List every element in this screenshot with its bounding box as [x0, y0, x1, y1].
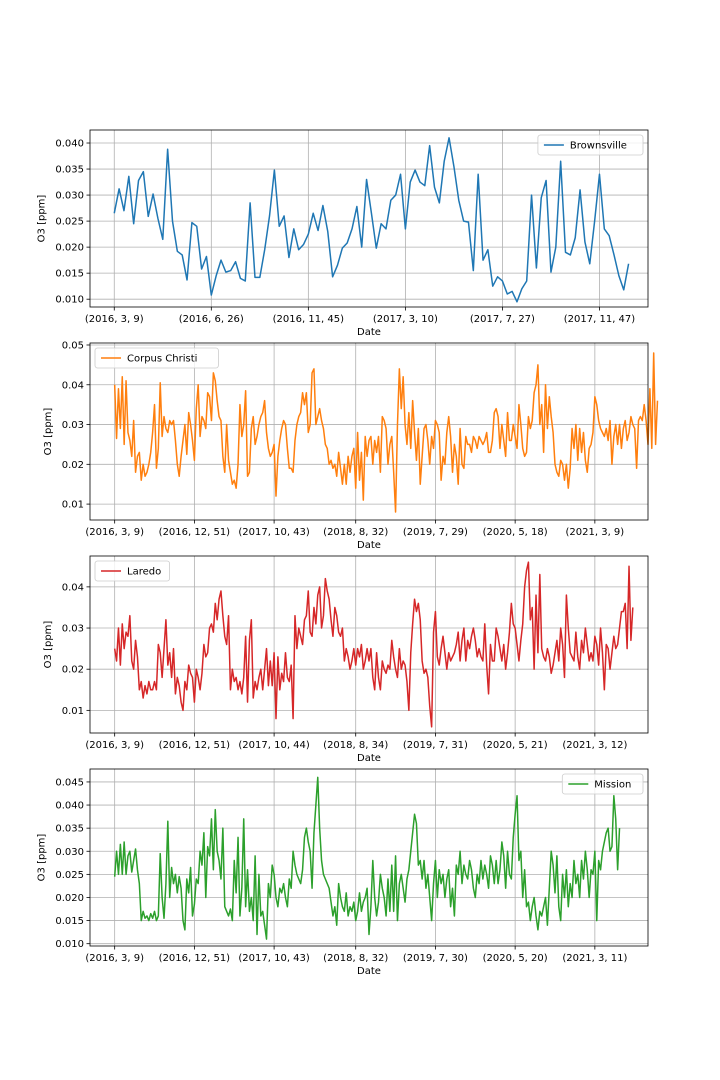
y-tick-label: 0.030 [55, 191, 84, 202]
x-tick-label: (2016, 3, 9) [85, 527, 144, 538]
y-tick-label: 0.020 [55, 893, 84, 904]
legend-label: Mission [594, 780, 631, 791]
x-tick-label: (2020, 5, 21) [483, 740, 548, 751]
x-tick-label: (2016, 12, 51) [159, 953, 231, 964]
series-line-corpus-christi [113, 352, 659, 513]
x-tick-label: (2017, 10, 43) [238, 527, 310, 538]
x-tick-label: (2017, 10, 44) [238, 740, 310, 751]
y-tick-label: 0.03 [62, 624, 84, 635]
x-tick-label: (2021, 3, 9) [566, 527, 625, 538]
y-tick-label: 0.025 [55, 217, 84, 228]
y-axis-label: O3 [ppm] [37, 195, 48, 243]
x-tick-label: (2019, 7, 31) [403, 740, 468, 751]
chart-panel-2: (2016, 3, 9) (2016, 12, 51) (2017, 10, 43)… [43, 340, 659, 551]
y-tick-label: 0.030 [55, 847, 84, 858]
x-tick-label: (2016, 3, 9) [85, 740, 144, 751]
x-tick-label: (2016, 12, 51) [159, 527, 231, 538]
y-tick-label: 0.045 [55, 777, 84, 788]
y-axis-label: O3 [ppm] [43, 621, 54, 669]
x-tick-label: (2019, 7, 29) [403, 527, 468, 538]
legend-box [94, 347, 219, 369]
series-line-laredo [113, 561, 634, 728]
y-tick-label: 0.02 [62, 665, 84, 676]
y-tick-label: 0.040 [55, 801, 84, 812]
legend-box [94, 560, 170, 582]
y-tick-label: 0.04 [62, 582, 84, 593]
y-axis-label: O3 [ppm] [37, 834, 48, 882]
y-tick-label: 0.010 [55, 295, 84, 306]
axes-frame [89, 768, 649, 947]
x-tick-label: (2021, 3, 11) [562, 953, 627, 964]
x-tick-label: (2017, 10, 43) [238, 953, 310, 964]
x-axis-label: Date [357, 327, 381, 338]
y-tick-label: 0.015 [55, 269, 84, 280]
y-tick-label: 0.010 [55, 939, 84, 950]
y-tick-label: 0.040 [55, 139, 84, 150]
axes-frame [89, 129, 649, 308]
x-axis-label: Date [357, 753, 381, 764]
chart-panel-1: (2016, 3, 9) (2016, 6, 26) (2016, 11, 45) (… [37, 129, 649, 338]
legend-box [561, 773, 644, 795]
plot-area [90, 343, 648, 520]
x-tick-label: (2016, 6, 26) [179, 314, 244, 325]
x-tick-label: (2017, 7, 27) [470, 314, 535, 325]
axes-frame [89, 555, 649, 734]
plot-area [90, 556, 648, 733]
x-tick-label: (2018, 8, 32) [323, 527, 388, 538]
y-tick-label: 0.05 [62, 340, 84, 351]
y-tick-label: 0.01 [62, 706, 84, 717]
x-tick-label: (2016, 3, 9) [85, 314, 144, 325]
y-tick-label: 0.020 [55, 243, 84, 254]
x-axis-label: Date [357, 540, 381, 551]
x-tick-label: (2017, 3, 10) [373, 314, 438, 325]
legend: Brownsville [537, 134, 644, 156]
legend: Laredo [94, 560, 170, 582]
y-tick-label: 0.035 [55, 824, 84, 835]
x-tick-label: (2018, 8, 34) [323, 740, 388, 751]
y-tick-label: 0.04 [62, 380, 84, 391]
series-line-mission [113, 776, 621, 940]
x-tick-label: (2016, 12, 51) [159, 740, 231, 751]
y-tick-label: 0.015 [55, 916, 84, 927]
chart-panel-4: (2016, 3, 9) (2016, 12, 51) (2017, 10, 43)… [37, 768, 649, 977]
chart-panel-3: (2016, 3, 9) (2016, 12, 51) (2017, 10, 44)… [43, 555, 649, 764]
legend-box [537, 134, 644, 156]
y-tick-label: 0.025 [55, 870, 84, 881]
plot-area [90, 130, 648, 307]
x-tick-label: (2018, 8, 32) [323, 953, 388, 964]
y-tick-label: 0.02 [62, 460, 84, 471]
legend-label: Brownsville [570, 141, 627, 152]
legend: Corpus Christi [94, 347, 219, 369]
x-axis-label: Date [357, 966, 381, 977]
x-tick-label: (2021, 3, 12) [562, 740, 627, 751]
legend-label: Laredo [127, 567, 161, 578]
x-tick-label: (2019, 7, 30) [403, 953, 468, 964]
x-tick-label: (2016, 11, 45) [273, 314, 345, 325]
x-tick-label: (2016, 3, 9) [85, 953, 144, 964]
y-tick-label: 0.03 [62, 420, 84, 431]
series-line-brownsville [113, 137, 630, 303]
y-tick-label: 0.01 [62, 500, 84, 511]
x-tick-label: (2020, 5, 20) [483, 953, 548, 964]
legend-label: Corpus Christi [127, 354, 197, 365]
y-tick-label: 0.035 [55, 165, 84, 176]
x-tick-label: (2017, 11, 47) [564, 314, 636, 325]
legend: Mission [561, 773, 644, 795]
x-tick-label: (2020, 5, 18) [483, 527, 548, 538]
axes-frame [89, 342, 649, 521]
y-axis-label: O3 [ppm] [43, 408, 54, 456]
